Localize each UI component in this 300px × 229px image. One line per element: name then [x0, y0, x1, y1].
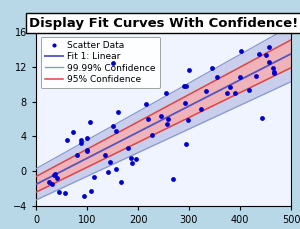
Point — [144, 102, 148, 106]
Point — [254, 74, 258, 78]
Point — [186, 68, 191, 71]
Point — [159, 114, 164, 118]
Point — [233, 91, 238, 95]
Point — [239, 49, 244, 52]
Point — [238, 76, 243, 79]
Legend: Scatter Data, Fit 1: Linear, 99.99% Confidence, 95% Confidence: Scatter Data, Fit 1: Linear, 99.99% Conf… — [40, 37, 160, 88]
Point — [165, 123, 170, 126]
Point — [198, 107, 203, 111]
Point — [270, 67, 275, 70]
Point — [267, 60, 272, 64]
Point — [149, 133, 154, 137]
Point — [209, 66, 214, 70]
Point — [82, 194, 86, 198]
Point — [128, 157, 133, 160]
Point — [126, 146, 131, 150]
Point — [78, 138, 83, 142]
Title: Display Fit Curves With Confidence!: Display Fit Curves With Confidence! — [29, 16, 298, 30]
Point — [110, 124, 115, 128]
Point — [134, 158, 138, 161]
Point — [88, 189, 93, 193]
Point — [264, 54, 269, 57]
Point — [55, 177, 60, 180]
Point — [52, 172, 57, 176]
Point — [92, 175, 96, 178]
Point — [103, 153, 107, 157]
Point — [52, 174, 57, 177]
Point — [225, 92, 230, 95]
Point — [183, 101, 188, 104]
Point — [271, 71, 276, 74]
Point — [50, 182, 54, 186]
Point — [247, 89, 251, 92]
Point — [266, 45, 271, 49]
Point — [227, 85, 232, 88]
Point — [113, 167, 118, 171]
Point — [171, 177, 176, 181]
Point — [85, 149, 89, 153]
Point — [85, 148, 90, 151]
Point — [110, 61, 115, 65]
Point — [183, 84, 188, 88]
Point — [166, 117, 170, 120]
Point — [271, 71, 276, 74]
Point — [184, 142, 189, 146]
Point — [260, 116, 265, 120]
Point — [108, 161, 113, 164]
Point — [106, 170, 110, 174]
Point — [215, 76, 220, 79]
Point — [163, 91, 168, 94]
Point — [113, 129, 118, 133]
Point — [203, 89, 208, 93]
Point — [84, 136, 89, 140]
Point — [57, 190, 62, 194]
Point — [88, 121, 92, 124]
Point — [185, 118, 190, 122]
Point — [74, 153, 79, 157]
Point — [78, 141, 83, 145]
Point — [118, 180, 123, 184]
Point — [62, 191, 67, 194]
Point — [130, 161, 135, 164]
Point — [257, 52, 262, 55]
Point — [46, 180, 51, 184]
Point — [70, 130, 75, 134]
Point — [64, 139, 69, 142]
Point — [182, 85, 187, 88]
Point — [146, 117, 150, 121]
Point — [115, 110, 120, 113]
